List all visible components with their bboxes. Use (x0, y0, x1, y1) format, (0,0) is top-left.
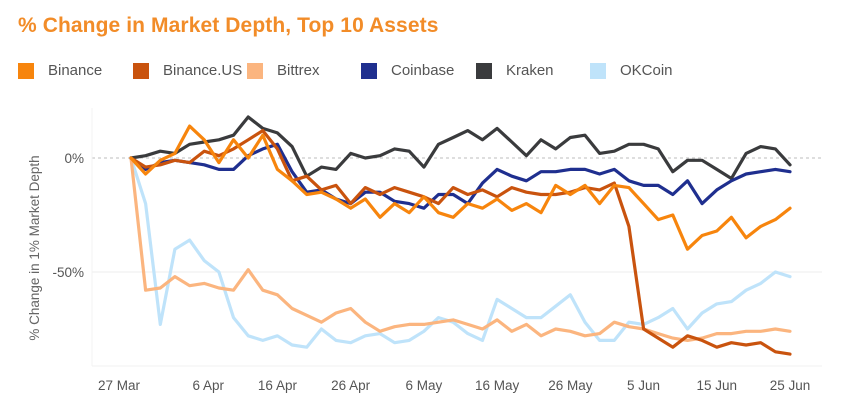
x-tick-label: 16 Apr (258, 378, 298, 393)
legend-item-bittrex[interactable]: Bittrex (247, 62, 320, 79)
legend-swatch-coinbase (361, 62, 377, 79)
x-tick-label: 5 Jun (627, 378, 660, 393)
x-tick-label: 27 Mar (98, 378, 141, 393)
legend: Binance Binance.US Bittrex Coinbase Krak… (18, 62, 838, 84)
series-line-kraken[interactable] (129, 115, 792, 181)
legend-swatch-binance (18, 62, 34, 79)
x-tick-label: 6 Apr (192, 378, 224, 393)
x-tick-label: 16 May (475, 378, 520, 393)
legend-swatch-binance-us (133, 62, 149, 79)
series-line-bittrex[interactable] (129, 156, 792, 342)
x-tick-label: 26 Apr (331, 378, 371, 393)
series-line-binance-us[interactable] (129, 129, 792, 356)
y-axis: 0% -50% (52, 151, 84, 280)
series-line-okcoin[interactable] (129, 156, 792, 349)
legend-label-bittrex: Bittrex (277, 62, 320, 79)
legend-swatch-kraken (476, 62, 492, 79)
series-line-binance[interactable] (129, 124, 792, 251)
chart-title: % Change in Market Depth, Top 10 Assets (18, 14, 439, 37)
x-tick-label: 26 May (548, 378, 593, 393)
legend-label-kraken: Kraken (506, 62, 554, 79)
x-tick-label: 6 May (406, 378, 443, 393)
legend-item-okcoin[interactable]: OKCoin (590, 62, 673, 79)
legend-item-coinbase[interactable]: Coinbase (361, 62, 454, 79)
legend-swatch-bittrex (247, 62, 263, 79)
legend-label-coinbase: Coinbase (391, 62, 455, 79)
legend-label-binance: Binance (48, 62, 103, 79)
x-tick-label: 25 Jun (770, 378, 811, 393)
x-axis: 27 Mar 6 Apr 16 Apr 26 Apr 6 May 16 May 26 May… (98, 378, 810, 393)
legend-label-okcoin: OKCoin (620, 62, 673, 79)
legend-label-binance-us: Binance.US (163, 62, 243, 79)
legend-item-binance[interactable]: Binance (18, 62, 102, 79)
y-tick-label: 0% (64, 151, 84, 166)
legend-item-binance-us[interactable]: Binance.US (133, 62, 242, 79)
x-tick-label: 15 Jun (697, 378, 738, 393)
legend-swatch-okcoin (590, 62, 606, 79)
series-line-coinbase[interactable] (129, 142, 792, 210)
legend-item-kraken[interactable]: Kraken (476, 62, 554, 79)
y-tick-label: -50% (52, 265, 84, 280)
y-axis-title: % Change in 1% Market Depth (27, 155, 42, 340)
series-lines (129, 115, 792, 356)
grid (91, 108, 822, 367)
